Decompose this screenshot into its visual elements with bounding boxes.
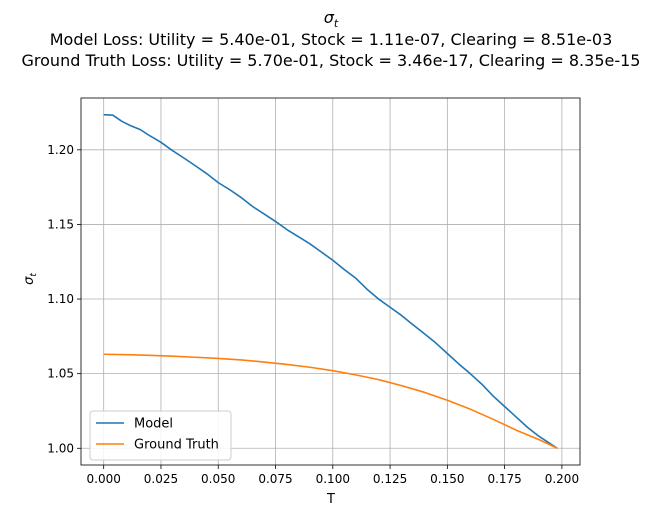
y-tick-label: 1.15 (47, 217, 74, 231)
x-tick-label: 0.000 (87, 472, 121, 486)
y-tick-label: 1.00 (47, 441, 74, 455)
plot-frame (80, 97, 581, 466)
y-ticks: 1.00 1.05 1.10 1.15 1.20 (47, 143, 81, 455)
y-axis-label: σt (22, 273, 39, 285)
legend-label-ground-truth: Ground Truth (134, 438, 219, 453)
x-tick-label: 0.200 (545, 472, 579, 486)
series-layer (103, 113, 558, 450)
series-line-ground-truth (103, 353, 558, 450)
x-tick-label: 0.050 (201, 472, 235, 486)
grid (81, 98, 580, 465)
subtitle-model-loss: Model Loss: Utility = 5.40e-01, Stock = … (50, 30, 613, 49)
legend-label-model: Model (134, 417, 173, 432)
series-line-model (103, 113, 558, 449)
title-sigma: σt (324, 8, 339, 30)
legend: Model Ground Truth (89, 410, 232, 461)
x-tick-label: 0.150 (430, 472, 464, 486)
legend-box (89, 410, 232, 461)
x-tick-label: 0.075 (258, 472, 292, 486)
y-tick-label: 1.20 (47, 143, 74, 157)
x-tick-label: 0.100 (316, 472, 350, 486)
x-axis-label: T (326, 492, 335, 507)
chart-title: σt Model Loss: Utility = 5.40e-01, Stock… (22, 8, 641, 70)
y-tick-label: 1.10 (47, 292, 74, 306)
x-ticks: 0.000 0.025 0.050 0.075 0.100 0.125 0.150 0.175… (87, 465, 579, 486)
y-tick-label: 1.05 (47, 367, 74, 381)
subtitle-ground-truth-loss: Ground Truth Loss: Utility = 5.70e-01, S… (22, 51, 641, 70)
x-tick-label: 0.175 (487, 472, 521, 486)
x-tick-label: 0.025 (144, 472, 178, 486)
x-tick-label: 0.125 (373, 472, 407, 486)
